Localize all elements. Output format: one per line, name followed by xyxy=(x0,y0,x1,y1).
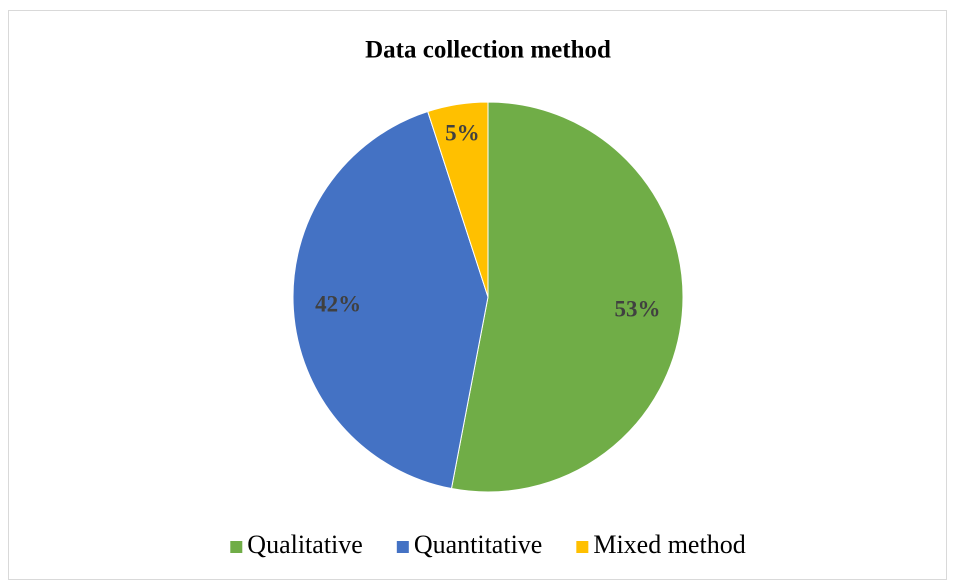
legend-swatch xyxy=(576,541,589,553)
data-label: 5% xyxy=(445,120,480,145)
pie: 53% 42% 5% xyxy=(292,101,684,493)
chart-title: Data collection method xyxy=(365,37,611,64)
data-label: 42% xyxy=(315,292,361,317)
legend: Qualitative Quantitative Mixed method xyxy=(230,530,746,559)
pie-slice xyxy=(427,101,489,298)
legend-label: Qualitative xyxy=(247,530,363,559)
legend-label: Mixed method xyxy=(593,530,745,559)
pie-slice xyxy=(450,101,684,493)
legend-swatch xyxy=(230,541,243,553)
legend-label: Quantitative xyxy=(414,530,543,559)
data-label: 53% xyxy=(614,296,660,321)
legend-swatch xyxy=(396,541,409,553)
pie-slice xyxy=(292,110,489,490)
